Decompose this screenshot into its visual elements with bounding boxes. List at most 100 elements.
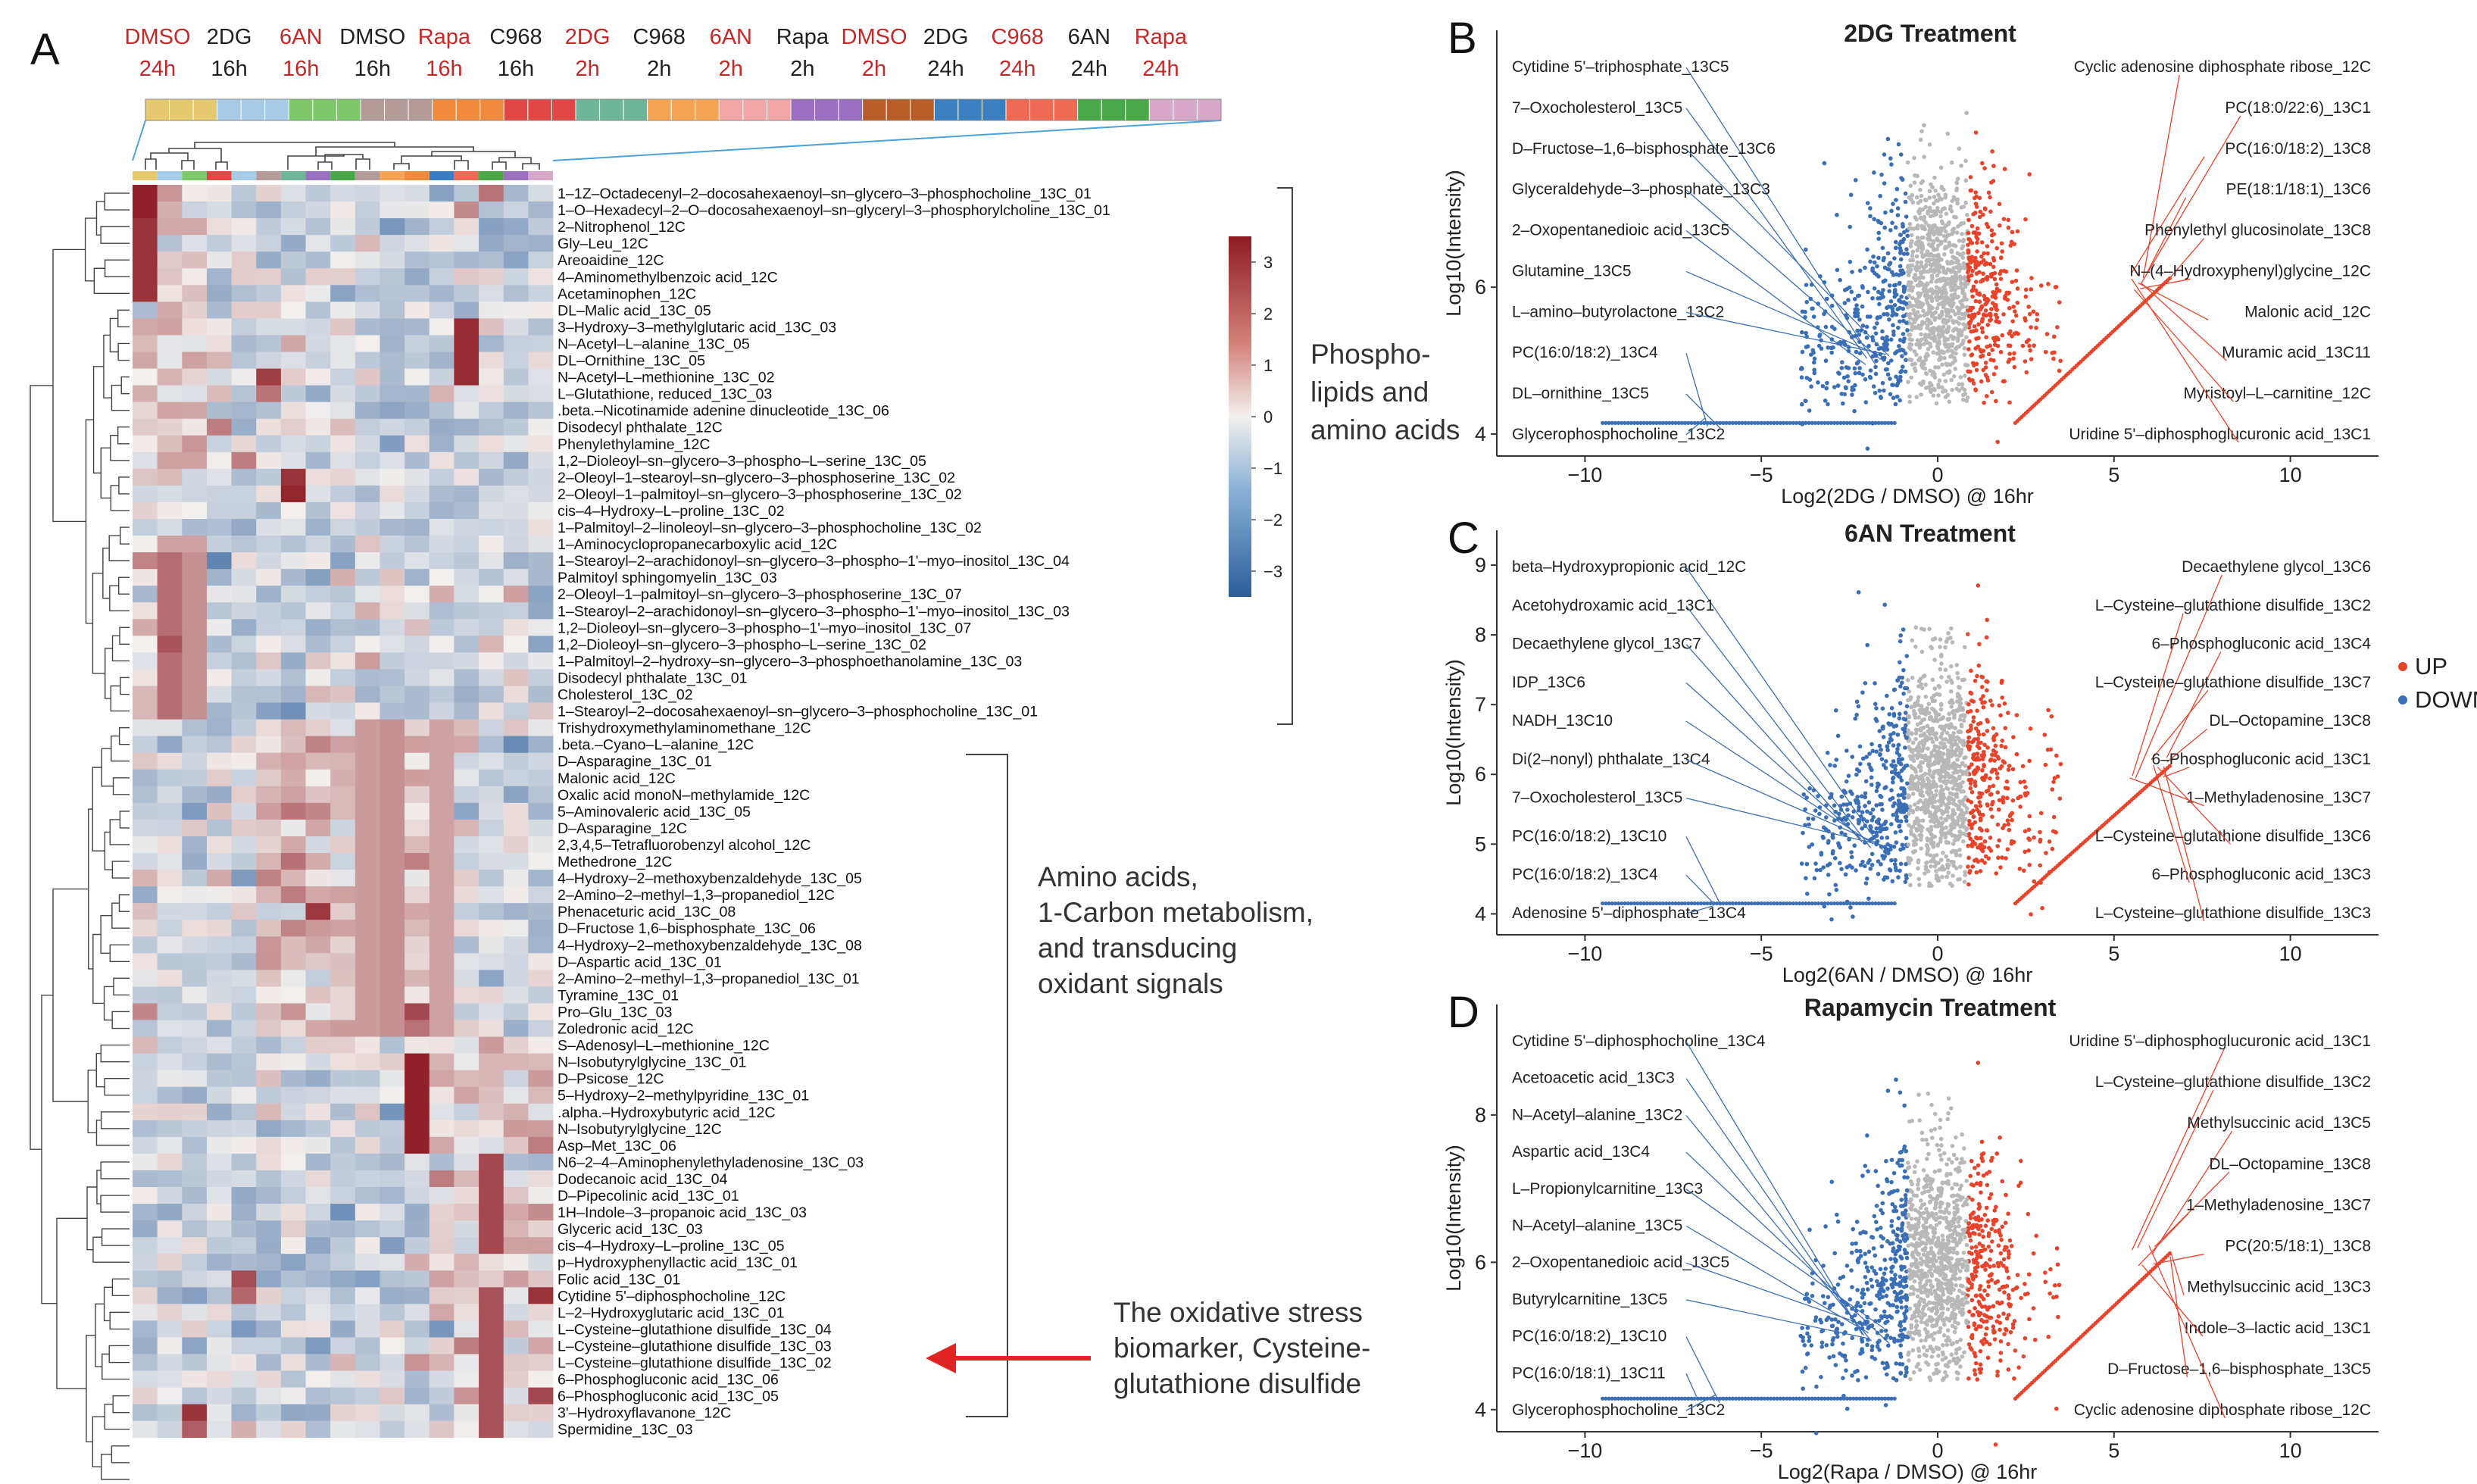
- mini-condition-cell: [405, 171, 429, 180]
- data-point: [1882, 826, 1886, 832]
- data-point: [2013, 309, 2017, 314]
- condition-bar-segment: [670, 98, 696, 121]
- condition-treatment: Rapa: [776, 25, 829, 49]
- heatmap-cell: [503, 1070, 529, 1088]
- data-point: [1963, 277, 1968, 282]
- data-point: [1966, 268, 1971, 273]
- heatmap-cell: [280, 301, 306, 319]
- heatmap-cell: [479, 1003, 504, 1020]
- heatmap-cell: [231, 802, 257, 820]
- heatmap-cell: [157, 1354, 183, 1371]
- data-point: [1885, 748, 1890, 752]
- data-point: [1991, 258, 1997, 263]
- heatmap-cell: [528, 920, 554, 937]
- heatmap-cell: [231, 1237, 257, 1254]
- data-point: [1932, 854, 1937, 858]
- data-point: [1721, 420, 1726, 425]
- heatmap-cell: [133, 652, 158, 670]
- data-point: [1919, 726, 1925, 731]
- data-point: [1940, 820, 1945, 825]
- data-point: [1963, 284, 1968, 289]
- heatmap-cell: [182, 1053, 208, 1071]
- data-point: [1941, 737, 1945, 742]
- data-point: [1865, 809, 1869, 814]
- data-point: [1804, 345, 1809, 349]
- heatmap-cell: [479, 602, 504, 620]
- heatmap-cell: [380, 268, 405, 286]
- row-label: Gly–Leu_12C: [558, 236, 648, 252]
- heatmap-cell: [280, 1220, 306, 1238]
- heatmap-cell: [157, 1254, 183, 1271]
- heatmap-cell: [133, 719, 158, 737]
- condition-bar-segment: [336, 98, 361, 121]
- data-point: [1910, 285, 1916, 290]
- data-point: [2038, 829, 2042, 835]
- data-point: [1883, 210, 1888, 215]
- data-point: [1925, 860, 1929, 865]
- heatmap-cell: [503, 1254, 529, 1271]
- heatmap-cell: [133, 1370, 158, 1388]
- data-point: [1673, 420, 1678, 425]
- heatmap-cell: [355, 1070, 380, 1088]
- heatmap-cell: [380, 1304, 405, 1321]
- heatmap-cell: [280, 786, 306, 804]
- heatmap-cell: [157, 1170, 183, 1188]
- data-point: [1986, 190, 1991, 195]
- data-point: [1835, 212, 1839, 217]
- data-point: [1985, 802, 1990, 807]
- row-label: 1–1Z–Octadecenyl–2–docosahexaenoyl–sn–gl…: [558, 186, 1092, 202]
- data-point: [1989, 239, 1994, 244]
- heatmap-cell: [182, 970, 208, 987]
- heatmap-cell: [133, 485, 158, 503]
- heatmap-cell: [157, 786, 183, 804]
- heatmap-cell: [133, 819, 158, 837]
- data-point: [1977, 642, 1982, 647]
- data-point: [1848, 192, 1854, 198]
- heatmap-cell: [503, 1304, 529, 1321]
- data-point: [1910, 192, 1915, 198]
- data-point: [1804, 795, 1809, 800]
- data-point: [1854, 420, 1859, 425]
- data-point: [1989, 228, 1994, 233]
- heatmap-cell: [133, 451, 158, 470]
- data-point: [1803, 398, 1808, 403]
- heatmap-cell: [133, 886, 158, 904]
- data-point: [1818, 867, 1823, 873]
- data-point: [1962, 345, 1967, 351]
- data-point: [1973, 190, 1979, 195]
- data-point: [1926, 253, 1932, 258]
- heatmap-cell: [528, 970, 554, 987]
- data-point: [1873, 717, 1879, 721]
- heatmap-cell: [231, 335, 257, 352]
- data-point: [1899, 294, 1904, 299]
- data-point: [1920, 785, 1925, 789]
- data-point: [1919, 250, 1924, 255]
- heatmap-cell: [454, 335, 479, 352]
- heatmap-cell: [503, 1003, 529, 1020]
- data-point: [1919, 332, 1923, 337]
- data-point: [1894, 198, 1898, 202]
- data-point: [1951, 786, 1955, 791]
- heatmap-cell: [256, 451, 282, 470]
- heatmap-cell: [330, 836, 356, 854]
- callout-line-left: [1685, 108, 1868, 359]
- data-point: [1954, 273, 1958, 278]
- heatmap-cell: [133, 552, 158, 570]
- data-point: [1923, 220, 1929, 225]
- data-point: [1962, 803, 1967, 808]
- data-point: [1928, 754, 1932, 760]
- row-dendrogram-branch: [56, 1217, 88, 1389]
- heatmap-cell: [355, 802, 380, 820]
- heatmap-cell: [256, 1204, 282, 1221]
- heatmap-cell: [305, 870, 331, 887]
- data-point: [1877, 826, 1882, 831]
- data-point: [1938, 165, 1944, 170]
- data-point: [1991, 799, 1995, 804]
- heatmap-cell: [280, 619, 306, 636]
- data-point: [1927, 228, 1932, 233]
- row-dendrogram-branch: [117, 426, 130, 445]
- data-point: [1954, 186, 1960, 191]
- heatmap-cell: [305, 769, 331, 787]
- data-point: [1926, 746, 1930, 751]
- data-point: [1971, 814, 1976, 820]
